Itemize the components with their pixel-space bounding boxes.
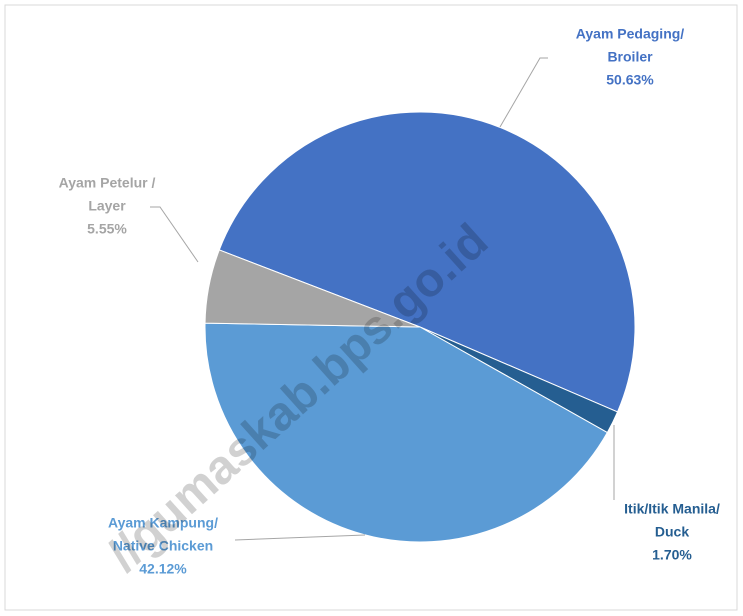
leader-line — [234, 534, 366, 541]
pie — [204, 111, 636, 543]
pie-slice — [204, 322, 609, 543]
slice-label: Layer — [88, 198, 126, 214]
slice-value-label: 1.70% — [652, 547, 692, 563]
leader-line — [150, 206, 199, 263]
pie-slice — [204, 249, 421, 328]
slice-label: Duck — [655, 524, 689, 540]
slice-label: Native Chicken — [113, 538, 213, 554]
leader-line — [499, 57, 548, 128]
slice-value-label: 42.12% — [139, 561, 187, 577]
slice-label: Broiler — [607, 49, 653, 65]
slice-label: Ayam Kampung/ — [108, 515, 218, 531]
slice-value-label: 50.63% — [606, 72, 654, 88]
slice-label: Ayam Pedaging/ — [576, 26, 685, 42]
slice-label: Itik/Itik Manila/ — [624, 501, 720, 517]
slice-value-label: 5.55% — [87, 221, 127, 237]
pie-slice — [218, 111, 636, 413]
slice-label: Ayam Petelur / — [59, 175, 156, 191]
